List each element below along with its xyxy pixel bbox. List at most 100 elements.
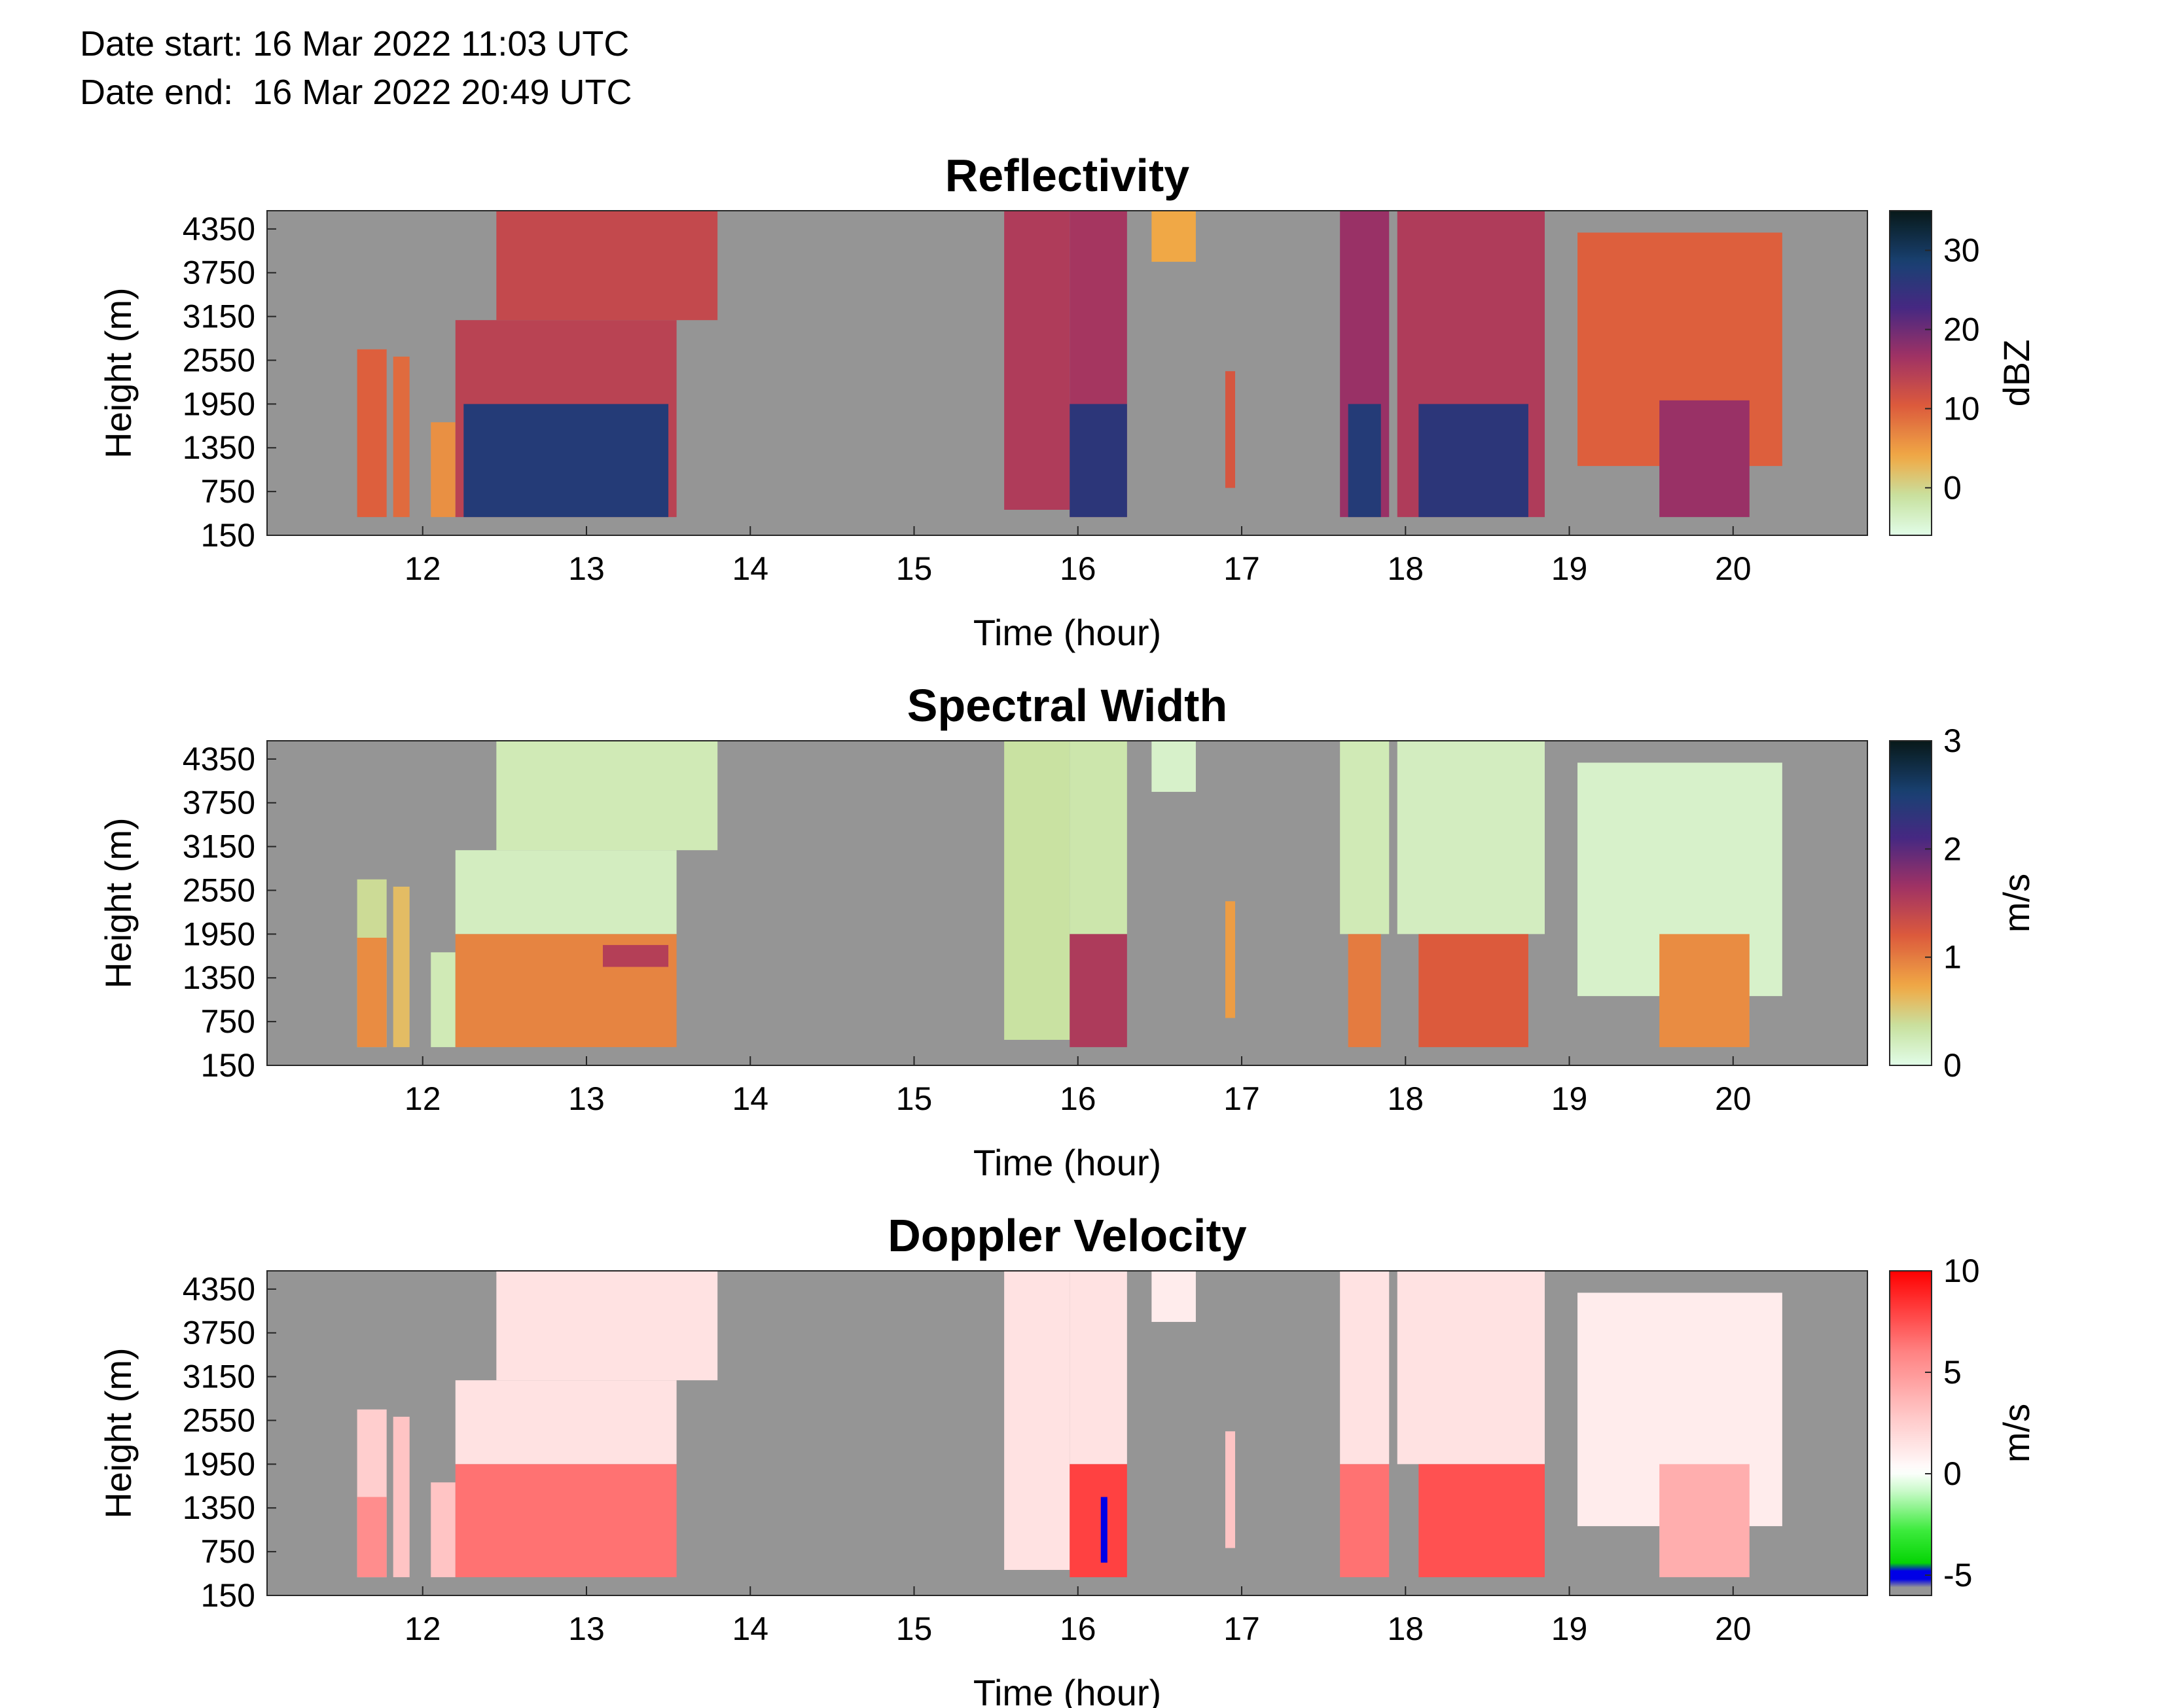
x-tick-label: 12 xyxy=(405,1080,441,1117)
x-tick-label: 14 xyxy=(732,1080,768,1117)
echo-region-7 xyxy=(603,945,669,967)
x-tick-label: 14 xyxy=(732,1610,768,1647)
y-tick-label: 1950 xyxy=(183,916,255,952)
echo-region-14 xyxy=(1418,404,1528,518)
echo-region-10 xyxy=(1070,934,1127,1048)
echo-region-14 xyxy=(1348,934,1381,1048)
y-tick-label: 1350 xyxy=(183,429,255,466)
panel-title: Reflectivity xyxy=(945,150,1190,201)
y-tick-label: 750 xyxy=(201,1533,255,1570)
echo-region-9 xyxy=(1070,1464,1127,1578)
x-tick-label: 16 xyxy=(1060,550,1096,587)
y-axis-label: Height (m) xyxy=(98,817,139,988)
panel-3: 12 13 14 15 16 17 18 19 20 150 750 1350 1950 2550 3150… xyxy=(98,1210,2037,1708)
colorbar xyxy=(1889,1270,1932,1596)
axes-box xyxy=(266,1270,1868,1596)
colorbar-tick-label: 0 xyxy=(1943,1047,1962,1084)
x-tick-label: 13 xyxy=(568,1080,605,1117)
echo-region-4 xyxy=(455,850,677,934)
echo-region-8 xyxy=(1070,404,1127,518)
x-tick-label: 15 xyxy=(896,550,933,587)
echo-region-12 xyxy=(1348,404,1381,518)
x-tick-label: 14 xyxy=(732,550,768,587)
y-tick-label: 3150 xyxy=(183,828,255,865)
echo-region-6 xyxy=(455,1464,677,1578)
panel-2: 12 13 14 15 16 17 18 19 201507501350195025503150… xyxy=(98,680,2037,1183)
y-axis-label: Height (m) xyxy=(98,287,139,458)
y-tick-label: 4350 xyxy=(183,211,255,247)
colorbar-tick-label: 1 xyxy=(1943,939,1962,976)
echo-region-3 xyxy=(431,1482,456,1578)
y-tick-label: 3750 xyxy=(183,785,255,821)
echo-region-14 xyxy=(1397,1271,1545,1465)
echo-region-18 xyxy=(1659,934,1750,1048)
colorbar-tick-label: 2 xyxy=(1943,830,1962,867)
x-tick-label: 16 xyxy=(1060,1610,1096,1647)
y-tick-label: 4350 xyxy=(183,1271,255,1308)
x-tick-label: 12 xyxy=(405,550,441,587)
echo-region-11 xyxy=(1225,1431,1236,1548)
x-tick-label: 19 xyxy=(1551,1080,1588,1117)
echo-region-5 xyxy=(463,404,669,518)
echo-region-8 xyxy=(1070,1271,1127,1465)
echo-region-3 xyxy=(431,952,456,1048)
echo-region-1 xyxy=(357,1497,387,1578)
y-axis-label: Height (m) xyxy=(98,1347,139,1518)
echo-region-15 xyxy=(1418,1464,1545,1578)
y-tick-label: 4350 xyxy=(183,741,255,777)
y-tick-label: 3150 xyxy=(183,1359,255,1395)
echo-region-9 xyxy=(1070,741,1127,934)
x-tick-label: 17 xyxy=(1223,1080,1260,1117)
echo-region-6 xyxy=(1004,211,1070,510)
date-end: Date end: 16 Mar 2022 20:49 UTC xyxy=(80,73,632,112)
echo-region-13 xyxy=(1340,1464,1390,1578)
y-tick-label: 150 xyxy=(201,1577,255,1614)
echo-region-2 xyxy=(393,886,410,1048)
colorbar-tick-label: 20 xyxy=(1943,311,1980,347)
echo-region-0 xyxy=(357,349,387,518)
echo-region-10 xyxy=(1151,1271,1196,1323)
echo-region-15 xyxy=(1397,741,1545,934)
y-tick-label: 750 xyxy=(201,473,255,510)
colorbar-tick-label: 10 xyxy=(1943,390,1980,427)
x-tick-label: 13 xyxy=(568,1610,605,1647)
y-tick-label: 150 xyxy=(201,517,255,554)
colorbar-tick-label: 30 xyxy=(1943,232,1980,268)
x-tick-label: 15 xyxy=(896,1610,933,1647)
colorbar xyxy=(1889,740,1932,1066)
x-tick-label: 20 xyxy=(1715,550,1752,587)
echo-region-5 xyxy=(496,741,718,851)
echo-region-8 xyxy=(1004,741,1070,1040)
echo-region-9 xyxy=(1151,211,1196,262)
y-tick-label: 3750 xyxy=(183,1315,255,1351)
echo-region-2 xyxy=(431,422,456,518)
echo-region-13 xyxy=(1340,741,1390,934)
x-tick-label: 18 xyxy=(1387,1080,1424,1117)
date-start: Date start: 16 Mar 2022 11:03 UTC xyxy=(80,24,630,63)
x-tick-label: 19 xyxy=(1551,550,1588,587)
x-axis-label: Time (hour) xyxy=(973,1672,1161,1708)
y-tick-label: 3750 xyxy=(183,255,255,291)
echo-region-2 xyxy=(393,1416,410,1578)
y-tick-label: 2550 xyxy=(183,1402,255,1438)
echo-region-16 xyxy=(1659,400,1750,518)
echo-region-11 xyxy=(1151,741,1196,792)
x-tick-label: 18 xyxy=(1387,1610,1424,1647)
panel-1: 12 13 14 15 16 17 18 19 20 150 750 1350 1950 2550 3150… xyxy=(98,150,2037,653)
x-tick-label: 19 xyxy=(1551,1610,1588,1647)
echo-region-12 xyxy=(1340,1271,1390,1465)
x-tick-label: 20 xyxy=(1715,1610,1752,1647)
echo-region-5 xyxy=(496,1271,718,1381)
echo-region-16 xyxy=(1418,934,1528,1048)
x-tick-label: 13 xyxy=(568,550,605,587)
y-tick-label: 1350 xyxy=(183,1489,255,1526)
colorbar-label: m/s xyxy=(1996,1404,2037,1463)
x-tick-label: 17 xyxy=(1223,1610,1260,1647)
x-tick-label: 20 xyxy=(1715,1080,1752,1117)
x-axis-label: Time (hour) xyxy=(973,1142,1161,1183)
x-tick-label: 16 xyxy=(1060,1080,1096,1117)
axes-box xyxy=(266,210,1868,536)
echo-region-1 xyxy=(393,356,410,518)
y-tick-label: 1950 xyxy=(183,385,255,422)
